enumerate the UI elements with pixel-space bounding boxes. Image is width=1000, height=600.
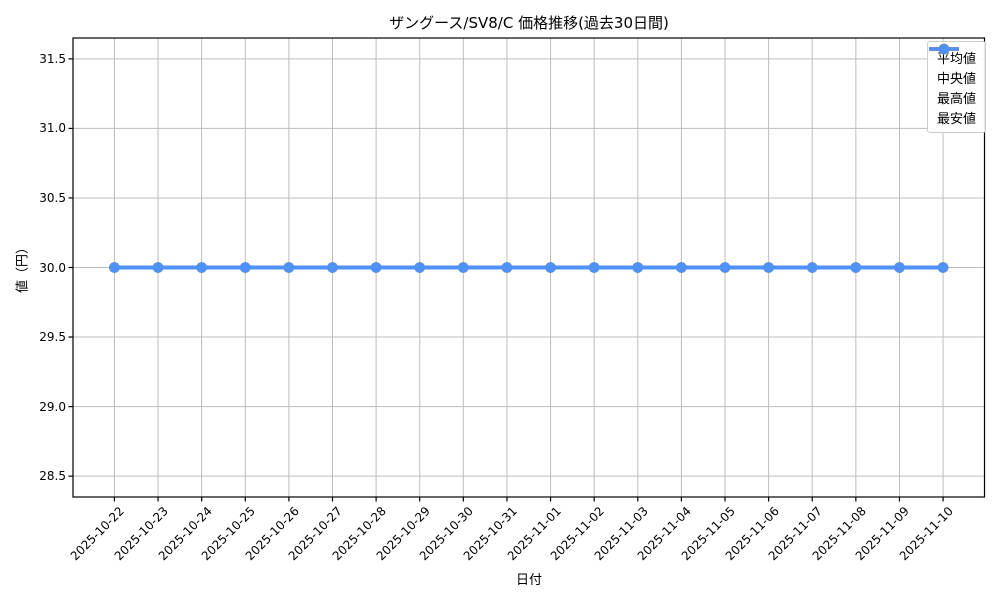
legend-label: 最安値 (936, 111, 976, 127)
data-point-marker (545, 262, 556, 273)
data-point-marker (676, 262, 687, 273)
data-point-marker (283, 262, 295, 273)
data-point-marker (458, 262, 469, 273)
data-point-marker (239, 262, 251, 273)
y-tick-label: 31.0 (39, 121, 66, 136)
y-tick-label: 29.5 (39, 330, 66, 345)
y-tick-label: 30.5 (39, 190, 66, 205)
x-axis-label: 日付 (515, 573, 542, 588)
data-point-marker (109, 262, 120, 273)
legend: 平均値中央値最高値最安値 (926, 41, 986, 133)
data-point-marker (850, 262, 862, 273)
legend-label: 最高値 (936, 91, 976, 107)
legend-label: 中央値 (936, 71, 976, 87)
legend-item: 最安値 (928, 43, 976, 127)
data-point-marker (152, 262, 164, 273)
legend-item: 中央値 (928, 43, 976, 87)
data-point-marker (370, 262, 382, 273)
y-axis-label: 値（円） (15, 240, 31, 294)
data-point-marker (632, 262, 644, 273)
data-point-marker (501, 262, 513, 273)
y-tick-label: 31.5 (39, 51, 66, 66)
data-point-marker (894, 262, 905, 273)
legend-item: 最高値 (928, 43, 976, 107)
y-tick-label: 29.0 (39, 399, 66, 414)
data-point-marker (806, 262, 818, 273)
data-point-marker (719, 262, 731, 273)
data-point-marker (327, 262, 338, 273)
y-tick-label: 30.0 (39, 260, 66, 275)
data-point-marker (937, 262, 949, 273)
data-point-marker (414, 262, 426, 273)
chart-title: ザングース/SV8/C 価格推移(過去30日間) (389, 14, 669, 32)
data-point-marker (196, 262, 207, 273)
data-point-marker (763, 262, 774, 273)
legend-marker-icon (928, 43, 959, 55)
y-tick-label: 28.5 (39, 469, 66, 484)
legend-label: 平均値 (936, 51, 976, 67)
plot-border (72, 37, 986, 498)
data-point-marker (588, 262, 600, 273)
